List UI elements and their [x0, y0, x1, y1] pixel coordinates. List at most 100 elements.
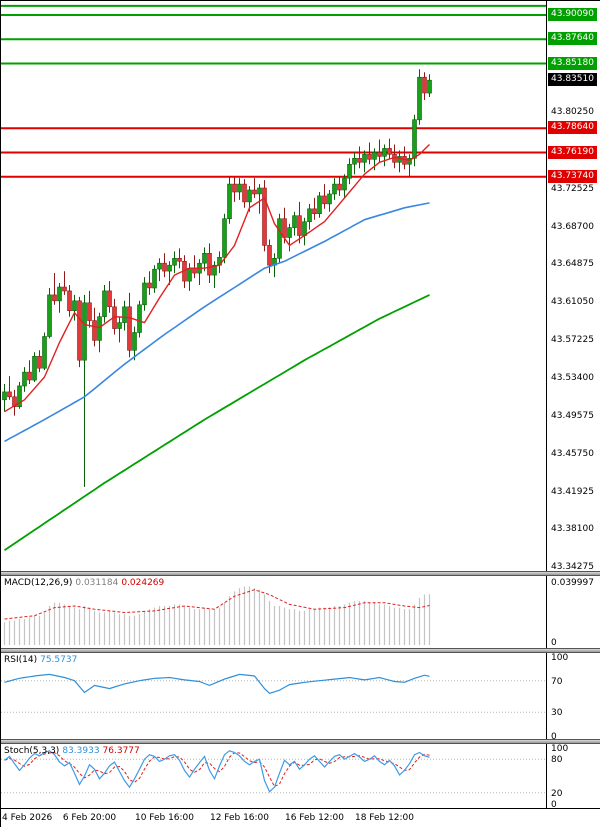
candle-body	[67, 290, 72, 311]
candle-body	[312, 208, 317, 215]
candle-body	[267, 245, 272, 266]
candle-body	[307, 208, 312, 223]
stoch-tick-label: 0	[551, 800, 557, 810]
candle-body	[157, 262, 162, 270]
candle-body	[417, 76, 422, 121]
rsi-tick-label: 100	[551, 653, 569, 663]
candle-body	[172, 257, 177, 266]
price-level-label: 43.76190	[548, 145, 597, 159]
price-level-label: 43.73740	[548, 169, 597, 183]
rsi-tick-label: 70	[551, 676, 563, 687]
candle-body	[137, 304, 142, 333]
candle-body	[162, 262, 167, 272]
stoch-panel-plot[interactable]	[1, 744, 547, 808]
candle-body	[12, 396, 17, 407]
candle-body	[337, 183, 342, 191]
candle-body	[72, 300, 77, 311]
price-tick-label: 43.34275	[551, 562, 594, 573]
candle-body	[17, 385, 22, 407]
candle-body	[37, 355, 42, 369]
price-level-label: 43.85180	[548, 56, 597, 70]
candle-body	[62, 286, 67, 292]
candle-body	[357, 158, 362, 163]
candle-body	[22, 371, 27, 387]
candle-body	[187, 267, 192, 282]
time-axis[interactable]: 4 Feb 2026 6 Feb 20:00 10 Feb 16:00 12 Feb …	[1, 808, 600, 827]
candle-body	[192, 267, 197, 274]
candle-body	[242, 183, 247, 203]
stoch-tick-label: 100	[551, 744, 569, 754]
candle-body	[142, 282, 147, 306]
candle-body	[27, 371, 32, 381]
candle-body	[322, 195, 327, 205]
candle-body	[147, 282, 152, 289]
candle-body	[227, 183, 232, 220]
macd-scale-max-label: 0.039997	[551, 578, 594, 588]
stoch-indicator-label: Stoch(5,3,3) 83.3933 76.3777	[4, 746, 143, 756]
panel-separator[interactable]	[1, 739, 600, 744]
candle-body	[327, 193, 332, 205]
candle-body	[277, 218, 282, 259]
candle-body	[47, 294, 52, 337]
price-tick-label: 43.38100	[551, 524, 594, 535]
panel-separator[interactable]	[1, 648, 600, 653]
candle-body	[287, 227, 292, 238]
time-tick-label: 16 Feb 12:00	[284, 813, 345, 823]
stoch-d-value: 76.3777	[102, 746, 140, 756]
candle-body	[317, 195, 322, 214]
candle-body	[152, 268, 157, 289]
candle-body	[177, 257, 182, 262]
stoch-tick-label: 80	[551, 755, 563, 766]
macd-panel-plot[interactable]	[1, 576, 547, 648]
candle-body	[92, 320, 97, 341]
candle-body	[347, 164, 352, 179]
candle-body	[42, 336, 47, 369]
candle-body	[207, 253, 212, 276]
candle-body	[107, 290, 112, 307]
current-price-label: 43.83510	[548, 73, 597, 87]
candle-body	[52, 294, 57, 302]
candle-body	[422, 76, 427, 94]
price-axis[interactable]: 43.80250 43.72525 43.68700 43.64875 43.61050…	[546, 1, 600, 810]
candle-body	[167, 264, 172, 272]
candle-body	[412, 119, 417, 159]
ma-slow-green-line[interactable]	[4, 294, 430, 551]
macd-scale-min-label: 0	[551, 638, 557, 648]
candle-body	[237, 183, 242, 193]
candle-body	[372, 152, 377, 160]
rsi-line[interactable]	[4, 673, 430, 694]
price-tick-label: 43.61050	[551, 297, 594, 308]
candle-body	[262, 187, 267, 246]
stoch-k-line[interactable]	[4, 750, 430, 793]
candle-body	[367, 154, 372, 160]
rsi-panel-plot[interactable]	[1, 653, 547, 739]
stoch-d-line[interactable]	[4, 752, 430, 788]
candle-body	[97, 316, 102, 341]
panel-separator[interactable]	[1, 571, 600, 576]
price-tick-label: 43.80250	[551, 107, 594, 118]
price-level-label: 43.87640	[548, 32, 597, 46]
candle-body	[222, 218, 227, 258]
ma-fast-red-line[interactable]	[4, 144, 430, 413]
time-tick-label: 12 Feb 16:00	[209, 813, 270, 823]
macd-value: 0.031184	[75, 578, 119, 588]
rsi-value: 75.5737	[40, 655, 78, 665]
candle-body	[247, 189, 252, 203]
price-tick-label: 43.57225	[551, 335, 594, 346]
macd-signal-line[interactable]	[4, 589, 430, 620]
candle-body	[212, 264, 217, 276]
candle-body	[202, 253, 207, 264]
ma-mid-blue-line[interactable]	[4, 202, 430, 443]
time-tick-label: 10 Feb 16:00	[134, 813, 195, 823]
candle-body	[302, 221, 307, 236]
candle-body	[402, 156, 407, 165]
candle-body	[87, 302, 92, 321]
candle-body	[252, 189, 257, 195]
price-tick-label: 43.49575	[551, 410, 594, 421]
price-tick-label: 43.72525	[551, 183, 594, 194]
candlestick-chart-plot[interactable]	[1, 1, 547, 571]
candle-body	[57, 286, 62, 302]
rsi-tick-label: 0	[551, 732, 557, 742]
price-tick-label: 43.41925	[551, 486, 594, 497]
